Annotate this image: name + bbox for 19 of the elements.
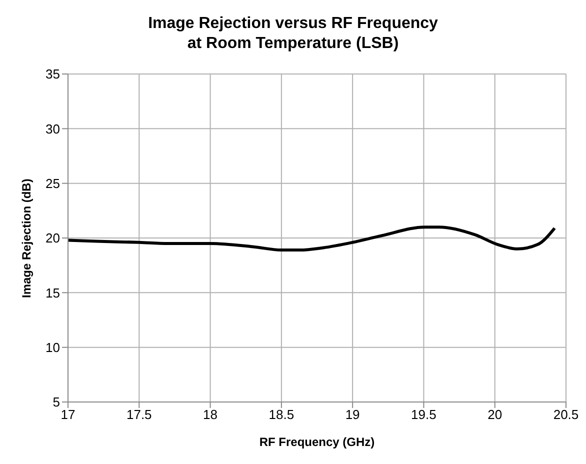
y-axis-title: Image Rejection (dB) xyxy=(19,178,34,298)
y-tick-label: 5 xyxy=(52,394,60,410)
y-tick-label: 25 xyxy=(46,176,60,191)
line-series xyxy=(68,226,556,252)
x-tick-label: 17.5 xyxy=(126,407,152,422)
x-tick-label: 18.5 xyxy=(268,407,294,422)
x-tick-label: 19 xyxy=(345,407,360,422)
y-tick-label: 20 xyxy=(46,230,60,246)
y-tick-label: 15 xyxy=(46,285,60,300)
x-tick-label: 19.5 xyxy=(411,407,436,422)
y-tick-label: 35 xyxy=(46,66,60,82)
y-tick-label: 10 xyxy=(46,340,60,355)
x-tick-label: 20 xyxy=(488,407,502,422)
x-tick-label: 17 xyxy=(60,407,76,422)
y-tick-label: 30 xyxy=(46,121,60,136)
x-tick-label: 20.5 xyxy=(553,407,579,422)
x-tick-label: 18 xyxy=(203,407,218,422)
chart-title: Image Rejection versus RF Frequency at Room Temperature (LSB) xyxy=(147,14,439,54)
x-axis-title: RF Frequency (GHz) xyxy=(259,435,375,449)
